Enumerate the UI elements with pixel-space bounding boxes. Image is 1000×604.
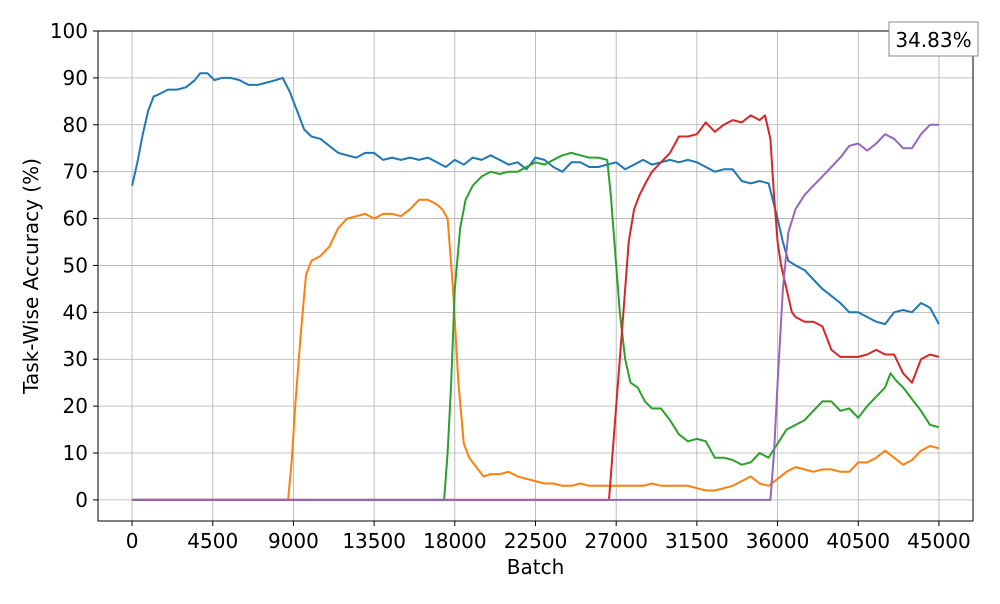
series-line-1 xyxy=(131,72,940,326)
series-line-2 xyxy=(132,198,940,501)
y-tick-label: 40 xyxy=(63,300,88,324)
y-tick-label: 100 xyxy=(50,19,88,43)
annotation-box xyxy=(888,21,979,57)
x-tick-label: 45000 xyxy=(907,529,971,553)
x-tick-label: 40500 xyxy=(826,529,890,553)
x-tick-label: 31500 xyxy=(665,529,729,553)
x-tick-label: 36000 xyxy=(746,529,810,553)
x-axis-label: Batch xyxy=(507,555,565,579)
x-tick-label: 9000 xyxy=(268,529,319,553)
y-tick-label: 50 xyxy=(63,253,88,277)
accuracy-annotation: 34.83% xyxy=(888,21,979,57)
series-line-3 xyxy=(132,151,940,501)
grid xyxy=(98,30,973,521)
axis-ticks: 0 4500 9000 13500 18000 22500 27000 31500 36000 4… xyxy=(50,19,971,553)
series-lines xyxy=(131,72,940,501)
y-tick-label: 0 xyxy=(75,488,88,512)
series-line-5 xyxy=(132,123,939,501)
x-tick-label: 22500 xyxy=(504,529,568,553)
y-tick-label: 10 xyxy=(63,441,88,465)
x-tick-label: 18000 xyxy=(423,529,487,553)
x-tick-label: 27000 xyxy=(584,529,648,553)
x-tick-label: 4500 xyxy=(187,529,238,553)
annotation-text: 34.83% xyxy=(895,28,971,52)
y-tick-label: 90 xyxy=(63,66,88,90)
series-line-4 xyxy=(132,114,940,501)
y-tick-label: 70 xyxy=(63,160,88,184)
y-tick-label: 30 xyxy=(63,347,88,371)
x-tick-label: 13500 xyxy=(342,529,406,553)
y-axis-label: Task-Wise Accuracy (%) xyxy=(19,158,43,395)
y-tick-label: 80 xyxy=(63,113,88,137)
x-tick-label: 0 xyxy=(126,529,139,553)
y-tick-label: 20 xyxy=(63,394,88,418)
y-tick-label: 60 xyxy=(63,207,88,231)
